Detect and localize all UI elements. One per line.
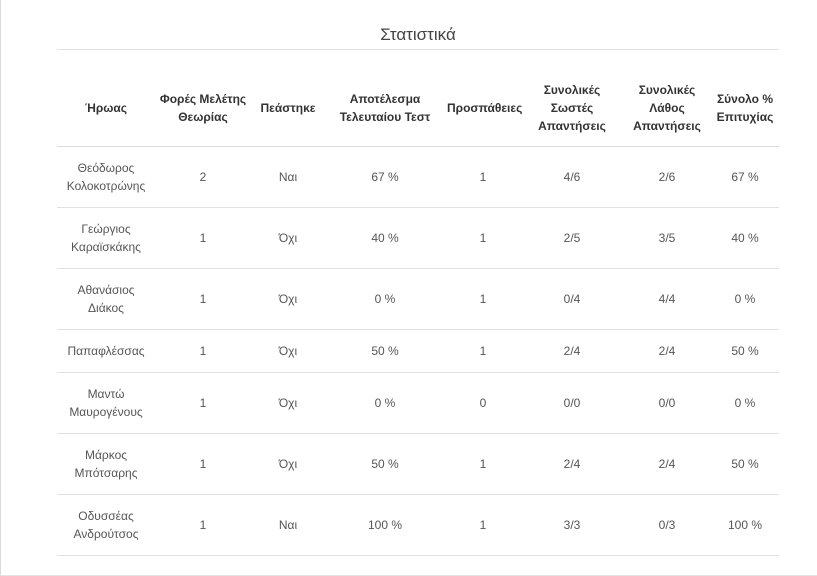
cell-wrong: 4/4 [623, 268, 711, 330]
page-title: Στατιστικά [380, 25, 456, 44]
cell-last-test: 50 % [325, 433, 445, 495]
cell-correct: 3/3 [521, 494, 623, 556]
cell-hero: Γεώργιος Καραϊσκάκης [57, 207, 155, 269]
cell-success: 0 % [711, 268, 779, 330]
cell-success: 67 % [711, 146, 779, 208]
header-hero: Ήρωας [57, 70, 155, 147]
cell-wrong: 0/3 [623, 494, 711, 556]
cell-last-test: 100 % [325, 494, 445, 556]
cell-passed: Όχι [251, 433, 325, 495]
cell-attempts: 1 [445, 146, 521, 208]
table-row: Παπαφλέσσας 1 Όχι 50 % 1 2/4 2/4 50 % [57, 329, 779, 373]
cell-correct: 0/4 [521, 268, 623, 330]
title-divider [57, 49, 779, 50]
cell-wrong: 3/5 [623, 207, 711, 269]
cell-success: 40 % [711, 207, 779, 269]
table-row: Μαντώ Μαυρογένους 1 Όχι 0 % 0 0/0 0/0 0 … [57, 372, 779, 434]
header-last-test: Αποτέλεσμα Τελευταίου Τεστ [325, 70, 445, 147]
cell-hero: Παπαφλέσσας [57, 329, 155, 373]
cell-theory-views: 1 [155, 207, 251, 269]
frame-left-border [0, 0, 1, 576]
header-passed: Πεάστηκε [251, 70, 325, 147]
cell-theory-views: 1 [155, 329, 251, 373]
cell-last-test: 67 % [325, 146, 445, 208]
header-wrong: Συνολικές Λάθος Απαντήσεις [623, 70, 711, 147]
table-row: Μάρκος Μπότσαρης 1 Όχι 50 % 1 2/4 2/4 50… [57, 433, 779, 495]
cell-theory-views: 1 [155, 268, 251, 330]
cell-passed: Ναι [251, 146, 325, 208]
cell-theory-views: 2 [155, 146, 251, 208]
cell-last-test: 40 % [325, 207, 445, 269]
cell-correct: 2/4 [521, 433, 623, 495]
cell-success: 50 % [711, 329, 779, 373]
cell-theory-views: 1 [155, 372, 251, 434]
cell-passed: Όχι [251, 268, 325, 330]
cell-last-test: 0 % [325, 268, 445, 330]
statistics-table: Ήρωας Φορές Μελέτης Θεωρίας Πεάστηκε Απο… [57, 70, 779, 556]
cell-hero: Αθανάσιος Διάκος [57, 268, 155, 330]
cell-success: 0 % [711, 372, 779, 434]
cell-success: 100 % [711, 494, 779, 556]
cell-wrong: 0/0 [623, 372, 711, 434]
cell-hero: Μαντώ Μαυρογένους [57, 372, 155, 434]
cell-attempts: 1 [445, 433, 521, 495]
cell-last-test: 50 % [325, 329, 445, 373]
cell-passed: Όχι [251, 207, 325, 269]
cell-theory-views: 1 [155, 433, 251, 495]
cell-attempts: 1 [445, 494, 521, 556]
cell-wrong: 2/4 [623, 329, 711, 373]
header-theory-views: Φορές Μελέτης Θεωρίας [155, 70, 251, 147]
cell-success: 50 % [711, 433, 779, 495]
cell-attempts: 1 [445, 268, 521, 330]
table-row: Θεόδωρος Κολοκοτρώνης 2 Ναι 67 % 1 4/6 2… [57, 146, 779, 208]
cell-wrong: 2/6 [623, 146, 711, 208]
cell-theory-views: 1 [155, 494, 251, 556]
cell-correct: 2/4 [521, 329, 623, 373]
cell-passed: Όχι [251, 372, 325, 434]
header-success: Σύνολο % Επιτυχίας [711, 70, 779, 147]
cell-passed: Ναι [251, 494, 325, 556]
cell-attempts: 1 [445, 329, 521, 373]
table-row: Γεώργιος Καραϊσκάκης 1 Όχι 40 % 1 2/5 3/… [57, 207, 779, 269]
cell-wrong: 2/4 [623, 433, 711, 495]
header-correct: Συνολικές Σωστές Απαντήσεις [521, 70, 623, 147]
cell-hero: Θεόδωρος Κολοκοτρώνης [57, 146, 155, 208]
cell-hero: Μάρκος Μπότσαρης [57, 433, 155, 495]
table-row: Αθανάσιος Διάκος 1 Όχι 0 % 1 0/4 4/4 0 % [57, 268, 779, 330]
cell-hero: Οδυσσέας Ανδρούτσος [57, 494, 155, 556]
cell-attempts: 1 [445, 207, 521, 269]
cell-attempts: 0 [445, 372, 521, 434]
header-attempts: Προσπάθειες [445, 70, 522, 147]
cell-last-test: 0 % [325, 372, 445, 434]
table-header-row: Ήρωας Φορές Μελέτης Θεωρίας Πεάστηκε Απο… [57, 70, 779, 147]
cell-passed: Όχι [251, 329, 325, 373]
cell-correct: 2/5 [521, 207, 623, 269]
cell-correct: 0/0 [521, 372, 623, 434]
table-row: Οδυσσέας Ανδρούτσος 1 Ναι 100 % 1 3/3 0/… [57, 494, 779, 556]
cell-correct: 4/6 [521, 146, 623, 208]
